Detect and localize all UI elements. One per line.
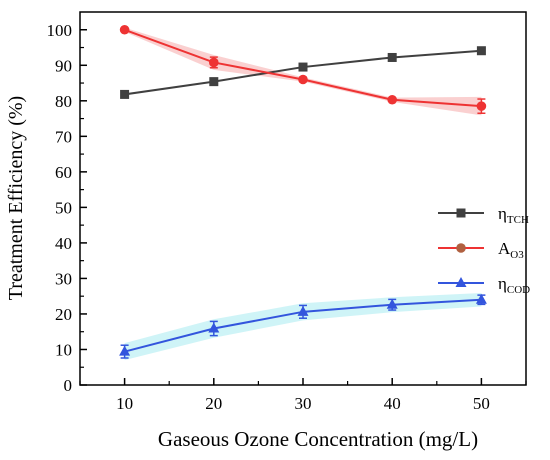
y-tick-label: 0 bbox=[64, 376, 73, 395]
series-layer bbox=[119, 24, 487, 359]
x-tick-label: 20 bbox=[205, 394, 222, 413]
y-tick-label: 50 bbox=[55, 198, 72, 217]
data-point-triangle bbox=[208, 322, 220, 333]
data-point-square bbox=[456, 208, 466, 218]
y-tick-label: 10 bbox=[55, 340, 72, 359]
y-axis-label: Treatment Efficiency (%) bbox=[5, 96, 27, 300]
data-point-triangle bbox=[475, 293, 487, 304]
data-point-square bbox=[209, 77, 219, 87]
y-tick-label: 80 bbox=[55, 92, 72, 111]
data-point-circle bbox=[476, 101, 487, 111]
data-point-square bbox=[298, 62, 308, 72]
error-band bbox=[124, 27, 482, 116]
data-point-circle bbox=[209, 57, 219, 68]
x-axis-label: Gaseous Ozone Concentration (mg/L) bbox=[158, 427, 478, 451]
data-point-circle bbox=[387, 94, 398, 105]
data-point-square bbox=[476, 46, 486, 56]
data-point-circle bbox=[119, 24, 130, 35]
x-tick-label: 10 bbox=[116, 394, 133, 413]
y-tick-label: 20 bbox=[55, 305, 72, 324]
x-axis: 10 20 30 40 50 bbox=[79, 378, 527, 413]
legend-label: ηTCH bbox=[498, 204, 529, 226]
data-point-triangle bbox=[386, 298, 398, 309]
x-tick-label: 40 bbox=[384, 394, 401, 413]
y-tick-label: 70 bbox=[55, 127, 72, 146]
legend-label: ηCOD bbox=[498, 274, 530, 296]
y-tick-label: 40 bbox=[55, 234, 72, 253]
data-point-triangle bbox=[119, 345, 131, 356]
data-point-square bbox=[387, 52, 397, 62]
data-point-triangle bbox=[297, 305, 309, 316]
y-tick-label: 60 bbox=[55, 163, 72, 182]
y-tick-label: 90 bbox=[55, 56, 72, 75]
x-tick-label: 50 bbox=[473, 394, 490, 413]
data-point-square bbox=[120, 89, 130, 99]
data-point-triangle bbox=[455, 277, 467, 287]
series-line bbox=[124, 49, 482, 96]
y-axis: 0 10 20 30 40 50 60 70 80 90 100 bbox=[47, 21, 87, 395]
data-point-circle bbox=[456, 243, 466, 253]
x-tick-label: 30 bbox=[295, 394, 312, 413]
y-tick-label: 30 bbox=[55, 269, 72, 288]
legend-label: AO3 bbox=[498, 239, 524, 261]
data-point-circle bbox=[298, 74, 308, 85]
y-tick-label: 100 bbox=[47, 21, 73, 40]
legend: ηTCH AO3 ηCOD bbox=[438, 204, 530, 296]
